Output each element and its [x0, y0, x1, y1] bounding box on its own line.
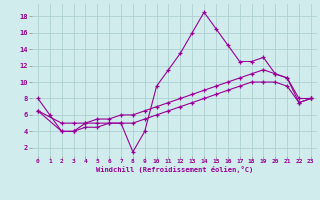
X-axis label: Windchill (Refroidissement éolien,°C): Windchill (Refroidissement éolien,°C) — [96, 166, 253, 173]
